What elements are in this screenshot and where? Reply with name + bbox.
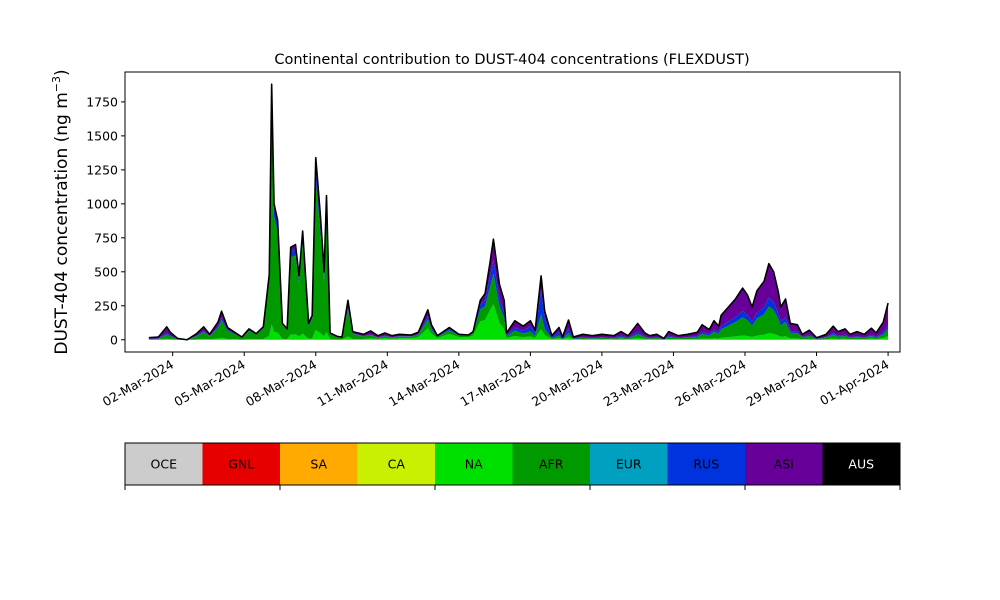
x-tick-label: 02-Mar-2024 xyxy=(100,357,176,410)
x-tick-label: 17-Mar-2024 xyxy=(458,357,534,410)
legend-swatch-sa xyxy=(280,443,358,485)
legend-label-aus: AUS xyxy=(848,457,874,472)
plot-area xyxy=(124,71,901,353)
y-axis-label: DUST-404 concentration (ng m−3) xyxy=(50,69,72,354)
x-tick-label: 05-Mar-2024 xyxy=(171,357,247,410)
legend-swatch-asi xyxy=(745,443,823,485)
x-tick-label: 29-Mar-2024 xyxy=(744,357,820,410)
legend-swatch-na xyxy=(435,443,513,485)
legend-label-oce: OCE xyxy=(151,457,178,472)
x-tick-label: 01-Apr-2024 xyxy=(817,357,891,409)
legend-label-sa: SA xyxy=(310,457,327,472)
legend-label-afr: AFR xyxy=(539,457,564,472)
legend-swatch-rus xyxy=(667,443,746,485)
chart-title: Continental contribution to DUST-404 con… xyxy=(274,52,749,68)
y-axis: 0 250 500 750 1000 1250 1500 1750 xyxy=(86,94,125,347)
x-tick-label: 14-Mar-2024 xyxy=(386,357,462,410)
plot-frame xyxy=(124,71,901,353)
total-line xyxy=(148,83,889,341)
y-tick-label: 250 xyxy=(94,298,118,313)
y-axis-label-unit-superscript: −3 xyxy=(50,76,63,92)
legend-frame xyxy=(124,442,901,486)
legend-label-eur: EUR xyxy=(616,457,642,472)
legend-colorbar: OCE GNL SA CA NA AFR EUR RUS ASI AUS xyxy=(124,442,901,490)
legend-label-gnl: GNL xyxy=(228,457,254,472)
legend-label-na: NA xyxy=(465,457,483,472)
x-tick-label: 26-Mar-2024 xyxy=(672,357,748,410)
x-tick-label: 20-Mar-2024 xyxy=(529,357,605,410)
legend-swatch-aus xyxy=(822,443,901,485)
legend-swatch-eur xyxy=(590,443,668,485)
x-tick-label: 23-Mar-2024 xyxy=(601,357,677,410)
y-tick-label: 1750 xyxy=(86,94,118,109)
y-tick-label: 500 xyxy=(94,264,118,279)
legend-label-rus: RUS xyxy=(693,457,719,472)
y-tick-label: 1000 xyxy=(86,196,118,211)
y-tick-label: 1500 xyxy=(86,128,118,143)
x-axis: 02-Mar-202405-Mar-202408-Mar-202411-Mar-… xyxy=(100,352,892,409)
y-axis-label-close: ) xyxy=(52,69,72,76)
x-tick-label: 11-Mar-2024 xyxy=(314,357,390,410)
y-tick-label: 1250 xyxy=(86,162,118,177)
legend-label-ca: CA xyxy=(388,457,406,472)
y-tick-label: 750 xyxy=(94,230,118,245)
y-axis-label-text: DUST-404 concentration (ng m xyxy=(52,92,72,354)
legend-swatch-gnl xyxy=(202,443,281,485)
legend-swatch-oce xyxy=(125,443,203,485)
y-tick-label: 0 xyxy=(110,332,118,347)
legend-swatch-afr xyxy=(512,443,591,485)
legend-label-asi: ASI xyxy=(774,457,794,472)
x-tick-label: 08-Mar-2024 xyxy=(243,357,319,410)
legend-swatch-ca xyxy=(357,443,436,485)
